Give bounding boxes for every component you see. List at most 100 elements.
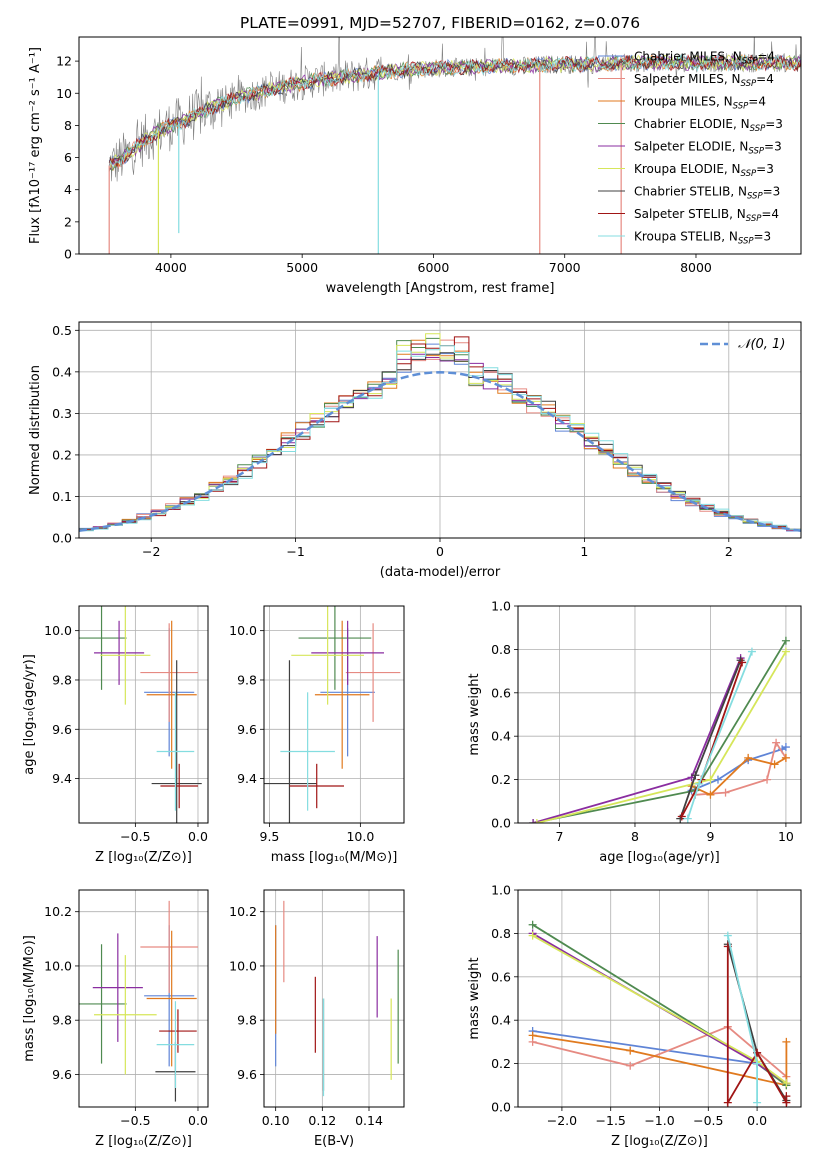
y-tick-label: 0.8: [491, 926, 511, 941]
weight-vs-age-panel: 7 8 9 10 0.0 0.2 0.4 0.6 0.8 1.0 age [log₁₀(age/yr…: [467, 599, 802, 865]
x-tick-label: 0.10: [262, 1113, 290, 1128]
x-tick-label: 0.14: [355, 1113, 383, 1128]
y-tick-label: 9.6: [237, 722, 257, 737]
age-vs-Z-panel: −0.5 0.0 9.4 9.6 9.8 10.0 Z [log₁₀(Z/Z⊙)] age […: [22, 605, 209, 865]
model-spectrum-kroupa-stelib: [108, 53, 801, 169]
y-tick-label: 4: [64, 182, 72, 197]
y-tick-label: 10.2: [44, 904, 72, 919]
x-axis-label: Z [log₁₀(Z/Z⊙)]: [95, 850, 192, 865]
x-tick-label: −0.5: [120, 829, 150, 844]
x-tick-label: −1.0: [644, 1113, 674, 1128]
weight-point: [706, 790, 715, 799]
y-tick-label: 0.0: [491, 1100, 511, 1115]
weight-line-kroupa-miles: [532, 1034, 788, 1087]
weight-point: [695, 779, 704, 788]
y-tick-label: 9.8: [237, 1013, 257, 1028]
weight-point: [723, 931, 732, 940]
x-tick-label: 4000: [155, 260, 187, 275]
legend-label: Kroupa ELODIE, NSSP=3: [634, 162, 774, 179]
weight-point: [770, 760, 779, 769]
weight-point: [528, 931, 537, 940]
weight-point: [706, 775, 715, 784]
x-tick-label: 6000: [418, 260, 450, 275]
y-tick-label: 10.0: [44, 623, 72, 638]
weight-point: [782, 1092, 791, 1101]
x-tick-label: 7: [556, 829, 564, 844]
spectrum-panel: 4000 5000 6000 7000 8000 0 2 4 6 8 10 12 wavelength …: [28, 36, 802, 296]
x-axis-label: Z [log₁₀(Z/Z⊙)]: [611, 1134, 708, 1149]
y-tick-label: 1.0: [491, 599, 511, 614]
age-vs-mass-plot-area: [264, 606, 401, 823]
normal-curve: [79, 371, 801, 532]
x-tick-label: 0.12: [308, 1113, 336, 1128]
legend-label: Chabrier STELIB, NSSP=3: [634, 185, 780, 202]
y-tick-label: 1.0: [491, 883, 511, 898]
y-tick-label: 0.5: [52, 323, 72, 338]
y-tick-label: 9.4: [52, 771, 72, 786]
legend-label: Chabrier MILES, NSSP=4: [634, 50, 775, 67]
x-tick-label: −1.5: [596, 1113, 626, 1128]
weight-point: [753, 1098, 762, 1107]
x-tick-label: 5000: [286, 260, 318, 275]
x-tick-label: 8000: [680, 260, 712, 275]
weight-point: [781, 753, 790, 762]
spectrum-legend: Chabrier MILES, NSSP=4 Salpeter MILES, NS…: [598, 50, 783, 247]
x-tick-label: 7000: [549, 260, 581, 275]
plot-frame: [517, 889, 802, 1108]
age-vs-mass-panel: 9.5 10.0 9.4 9.6 9.8 10.0 mass [log₁₀(M/M⊙)]: [229, 605, 405, 865]
weight-point: [721, 788, 730, 797]
legend-label: Kroupa STELIB, NSSP=3: [634, 230, 771, 247]
weight-line-chabrier-elodie: [532, 640, 787, 823]
x-tick-label: 9: [706, 829, 714, 844]
weight-point: [626, 1061, 635, 1070]
legend-label: Salpeter ELODIE, NSSP=3: [634, 140, 782, 157]
x-axis-label: Z [log₁₀(Z/Z⊙)]: [95, 1134, 192, 1149]
y-tick-label: 0: [64, 247, 72, 262]
x-tick-label: −0.5: [120, 1113, 150, 1128]
y-tick-label: 9.8: [52, 672, 72, 687]
model-spectrum-chabrier-stelib: [108, 54, 801, 166]
residuals-plot-area: [79, 333, 801, 533]
mass-vs-ebv-plot-area: [275, 900, 399, 1097]
weight-point: [781, 743, 790, 752]
legend-label: Salpeter MILES, NSSP=4: [634, 72, 774, 89]
y-tick-label: 8: [64, 118, 72, 133]
y-tick-label: 10.0: [229, 958, 257, 973]
y-tick-label: 10.0: [44, 958, 72, 973]
weight-point: [723, 1098, 732, 1107]
spectrum-plot-area: [108, 37, 801, 254]
x-tick-label: −2: [142, 544, 160, 559]
legend-label: Chabrier ELODIE, NSSP=3: [634, 117, 783, 134]
y-tick-label: 0.0: [52, 531, 72, 546]
y-tick-label: 9.8: [237, 672, 257, 687]
x-tick-label: 0.0: [188, 1113, 208, 1128]
y-axis-label: age [log₁₀(age/yr)]: [22, 654, 37, 775]
y-tick-label: 0.2: [52, 447, 72, 462]
y-tick-label: 10.0: [229, 623, 257, 638]
plot-frame: [78, 605, 209, 824]
x-axis-label: (data-model)/error: [380, 565, 501, 580]
y-tick-label: 2: [64, 214, 72, 229]
x-tick-label: 8: [631, 829, 639, 844]
x-tick-label: 10: [778, 829, 794, 844]
x-tick-label: −2.0: [547, 1113, 577, 1128]
weight-point: [772, 738, 781, 747]
x-axis-label: age [log₁₀(age/yr)]: [599, 850, 720, 865]
weight-point: [683, 814, 692, 823]
y-tick-label: 9.8: [52, 1013, 72, 1028]
y-tick-label: 9.6: [52, 722, 72, 737]
y-tick-label: 10.2: [229, 904, 257, 919]
y-tick-label: 6: [64, 150, 72, 165]
x-axis-label: E(B-V): [314, 1134, 354, 1149]
residuals-panel: −2 −1 0 1 2 0.0 0.1 0.2 0.3 0.4 0.5 (data-model)/er…: [28, 321, 802, 580]
x-tick-label: 2: [725, 544, 733, 559]
y-tick-label: 0.6: [491, 969, 511, 984]
y-tick-label: 10: [56, 86, 72, 101]
y-tick-label: 0.2: [491, 1056, 511, 1071]
weight-point: [691, 771, 700, 780]
weight-point: [529, 819, 538, 823]
weight-point: [528, 1031, 537, 1040]
legend-label: 𝒩(0, 1): [738, 337, 785, 352]
age-vs-Z-plot-area: [79, 606, 202, 823]
